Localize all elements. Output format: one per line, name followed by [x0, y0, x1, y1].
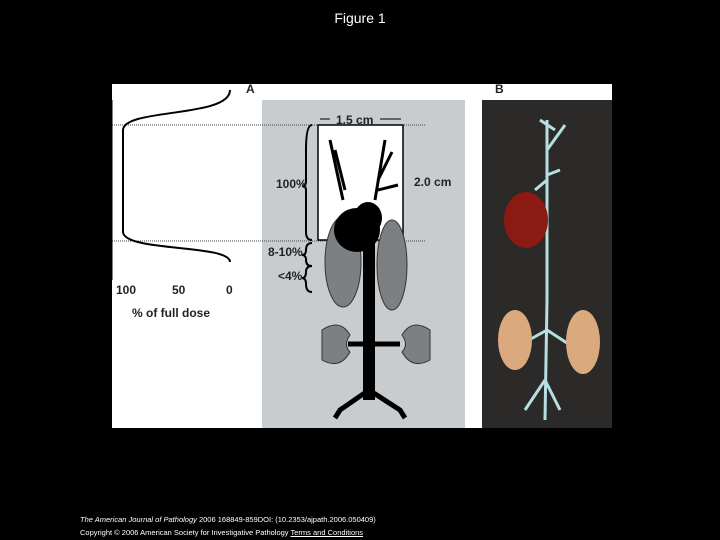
dose-curve	[122, 89, 231, 263]
height-label: 2.0 cm	[414, 175, 451, 189]
axis-tick-label: 100	[116, 283, 136, 297]
heart	[354, 202, 382, 234]
slide-title: Figure 1	[334, 10, 386, 26]
axis-label: % of full dose	[132, 306, 210, 320]
vessel	[332, 341, 408, 420]
copyright: Copyright © 2006 American Society for In…	[80, 528, 289, 537]
terms-link[interactable]: Terms and Conditions	[290, 528, 364, 537]
axis-tick-label: 0	[226, 283, 233, 297]
brace	[301, 265, 313, 293]
photo-kidney	[566, 310, 600, 374]
axis-tick-label: 50	[172, 283, 186, 297]
kidney	[401, 324, 431, 365]
citation: The American Journal of Pathology 2006 1…	[80, 515, 376, 524]
citation-text: 2006 168849-859DOI: (10.2353/ajpath.2006…	[196, 515, 376, 524]
panel-label: B	[495, 82, 504, 96]
photo-heart	[504, 192, 548, 248]
airway	[328, 139, 399, 201]
brace	[301, 124, 313, 241]
vessel-cast	[519, 118, 571, 421]
lung	[376, 219, 408, 311]
photo-kidney	[498, 310, 532, 370]
kidney	[321, 324, 351, 365]
aorta	[363, 230, 375, 400]
panel-label: A	[246, 82, 255, 96]
dose-label: <4%	[278, 269, 303, 283]
width-label: 1.5 cm	[336, 113, 373, 127]
copyright-line: Copyright © 2006 American Society for In…	[80, 528, 363, 537]
journal: The American Journal of Pathology	[80, 515, 197, 524]
dose-label: 8-10%	[268, 245, 303, 259]
brace	[301, 242, 313, 267]
dose-label: 100%	[276, 177, 307, 191]
